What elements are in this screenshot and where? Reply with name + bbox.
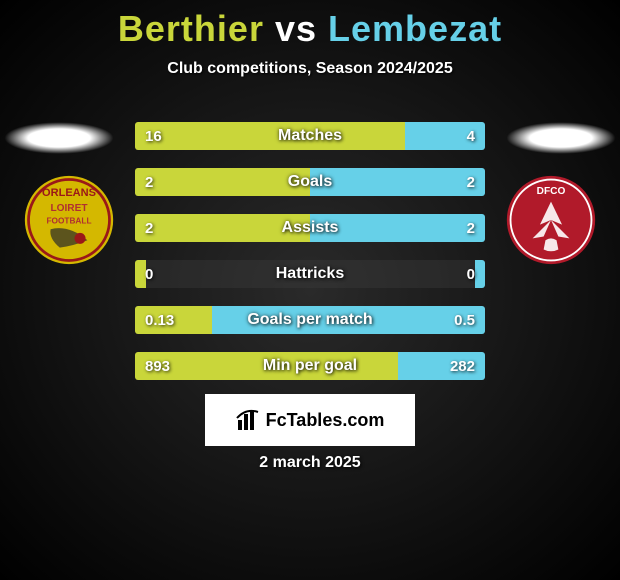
bar-right — [405, 122, 486, 150]
footer-date: 2 march 2025 — [0, 454, 620, 472]
club-logo-right: DFCO — [502, 174, 600, 266]
stat-row: 893282Min per goal — [135, 352, 485, 380]
footer-site: FcTables.com — [266, 410, 385, 431]
svg-text:LOIRET: LOIRET — [50, 203, 88, 214]
halo-right — [506, 122, 616, 154]
svg-text:ORLEANS: ORLEANS — [42, 187, 96, 199]
svg-text:FOOTBALL: FOOTBALL — [47, 217, 92, 226]
club-logo-left: ORLEANS LOIRET FOOTBALL — [20, 174, 118, 266]
svg-text:DFCO: DFCO — [537, 186, 566, 197]
bar-left — [135, 214, 310, 242]
bar-left — [135, 122, 405, 150]
player2-name: Lembezat — [328, 8, 502, 49]
bar-left — [135, 306, 212, 334]
footer-badge[interactable]: FcTables.com — [205, 394, 415, 446]
dfco-crest-icon: DFCO — [502, 174, 600, 266]
stat-row: 22Goals — [135, 168, 485, 196]
subtitle: Club competitions, Season 2024/2025 — [0, 60, 620, 78]
stat-label: Hattricks — [135, 260, 485, 288]
stat-row: 164Matches — [135, 122, 485, 150]
halo-left — [4, 122, 114, 154]
bar-left — [135, 168, 310, 196]
bar-left — [135, 260, 146, 288]
stat-row: 22Assists — [135, 214, 485, 242]
bar-right — [212, 306, 485, 334]
bar-left — [135, 352, 398, 380]
bar-right — [310, 214, 485, 242]
vs-text: vs — [275, 8, 317, 49]
orleans-crest-icon: ORLEANS LOIRET FOOTBALL — [20, 174, 118, 266]
player1-name: Berthier — [118, 8, 264, 49]
bar-right — [310, 168, 485, 196]
stats-container: 164Matches 22Goals 22Assists 00Hattricks 0.1… — [135, 122, 485, 398]
comparison-title: Berthier vs Lembezat — [0, 0, 620, 50]
bar-right — [398, 352, 486, 380]
bars-icon — [236, 408, 260, 432]
stat-row: 00Hattricks — [135, 260, 485, 288]
bar-right — [475, 260, 486, 288]
stat-row: 0.130.5Goals per match — [135, 306, 485, 334]
